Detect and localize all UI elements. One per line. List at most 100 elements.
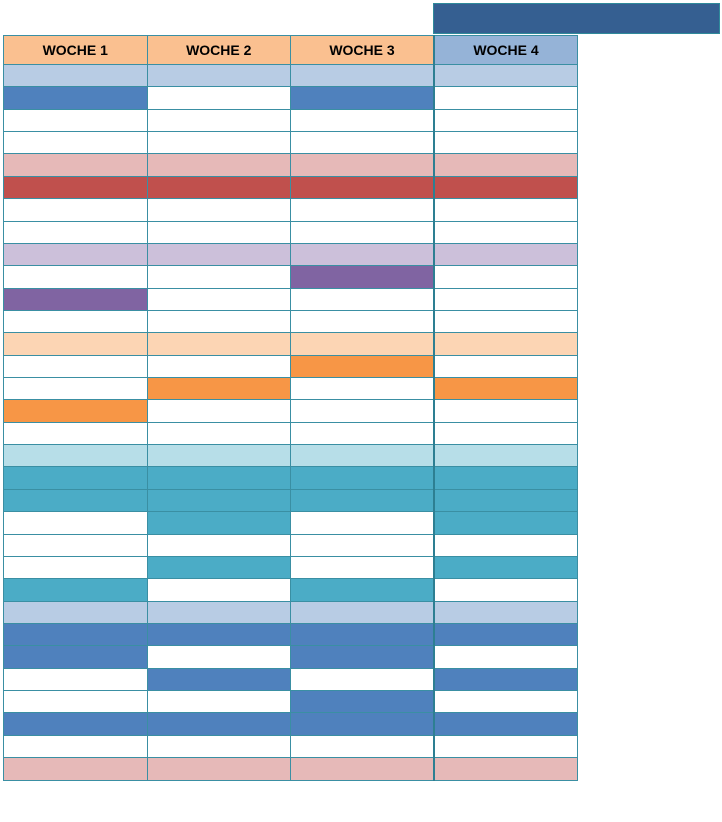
schedule-cell[interactable] [3, 578, 148, 602]
schedule-cell[interactable] [433, 421, 578, 446]
schedule-cell[interactable] [433, 578, 578, 602]
schedule-cell[interactable] [146, 86, 291, 110]
schedule-cell[interactable] [290, 86, 435, 110]
schedule-cell[interactable] [290, 175, 435, 200]
schedule-cell[interactable] [146, 332, 291, 356]
schedule-cell[interactable] [146, 511, 291, 535]
schedule-cell[interactable] [3, 421, 148, 446]
schedule-cell[interactable] [3, 198, 148, 222]
schedule-cell[interactable] [146, 287, 291, 311]
schedule-cell[interactable] [146, 354, 291, 379]
schedule-cell[interactable] [3, 220, 148, 244]
schedule-cell[interactable] [3, 511, 148, 535]
schedule-cell[interactable] [146, 421, 291, 446]
schedule-cell[interactable] [290, 712, 435, 736]
schedule-cell[interactable] [3, 600, 148, 624]
schedule-cell[interactable] [3, 377, 148, 401]
schedule-cell[interactable] [433, 466, 578, 490]
schedule-cell[interactable] [146, 63, 291, 88]
schedule-cell[interactable] [433, 600, 578, 624]
schedule-cell[interactable] [146, 690, 291, 714]
schedule-cell[interactable] [433, 309, 578, 334]
schedule-cell[interactable] [146, 466, 291, 490]
schedule-cell[interactable] [3, 444, 148, 468]
schedule-cell[interactable] [146, 667, 291, 692]
schedule-cell[interactable] [3, 265, 148, 289]
schedule-cell[interactable] [3, 466, 148, 490]
schedule-cell[interactable] [433, 220, 578, 244]
schedule-cell[interactable] [3, 63, 148, 88]
schedule-cell[interactable] [433, 354, 578, 379]
schedule-cell[interactable] [290, 220, 435, 244]
schedule-cell[interactable] [290, 242, 435, 267]
schedule-cell[interactable] [3, 712, 148, 736]
schedule-cell[interactable] [433, 734, 578, 759]
schedule-cell[interactable] [290, 757, 435, 781]
schedule-cell[interactable] [290, 399, 435, 423]
schedule-cell[interactable] [3, 153, 148, 177]
schedule-cell[interactable] [433, 533, 578, 557]
schedule-cell[interactable] [290, 690, 435, 714]
schedule-cell[interactable] [433, 555, 578, 580]
schedule-cell[interactable] [433, 511, 578, 535]
schedule-cell[interactable] [3, 690, 148, 714]
schedule-cell[interactable] [290, 421, 435, 446]
schedule-cell[interactable] [433, 242, 578, 267]
schedule-cell[interactable] [146, 533, 291, 557]
schedule-cell[interactable] [3, 645, 148, 669]
schedule-cell[interactable] [290, 131, 435, 155]
schedule-cell[interactable] [433, 175, 578, 200]
schedule-cell[interactable] [290, 511, 435, 535]
schedule-cell[interactable] [290, 63, 435, 88]
schedule-cell[interactable] [433, 108, 578, 133]
schedule-cell[interactable] [433, 690, 578, 714]
schedule-cell[interactable] [290, 377, 435, 401]
schedule-cell[interactable] [290, 153, 435, 177]
schedule-cell[interactable] [433, 287, 578, 311]
schedule-cell[interactable] [433, 63, 578, 88]
schedule-cell[interactable] [433, 399, 578, 423]
schedule-cell[interactable] [146, 265, 291, 289]
schedule-cell[interactable] [433, 488, 578, 513]
schedule-cell[interactable] [290, 108, 435, 133]
schedule-cell[interactable] [433, 198, 578, 222]
schedule-cell[interactable] [3, 622, 148, 647]
schedule-cell[interactable] [146, 734, 291, 759]
schedule-cell[interactable] [3, 488, 148, 513]
schedule-cell[interactable] [3, 131, 148, 155]
schedule-cell[interactable] [146, 555, 291, 580]
schedule-cell[interactable] [146, 488, 291, 513]
schedule-cell[interactable] [146, 399, 291, 423]
schedule-cell[interactable] [146, 712, 291, 736]
schedule-cell[interactable] [3, 175, 148, 200]
schedule-cell[interactable] [146, 220, 291, 244]
schedule-cell[interactable] [146, 377, 291, 401]
schedule-cell[interactable] [290, 667, 435, 692]
schedule-cell[interactable] [433, 757, 578, 781]
schedule-cell[interactable] [146, 242, 291, 267]
schedule-cell[interactable] [146, 578, 291, 602]
schedule-cell[interactable] [433, 86, 578, 110]
schedule-cell[interactable] [290, 555, 435, 580]
schedule-cell[interactable] [3, 667, 148, 692]
schedule-cell[interactable] [433, 377, 578, 401]
schedule-cell[interactable] [290, 488, 435, 513]
schedule-cell[interactable] [146, 444, 291, 468]
schedule-cell[interactable] [3, 86, 148, 110]
schedule-cell[interactable] [3, 734, 148, 759]
schedule-cell[interactable] [146, 309, 291, 334]
schedule-cell[interactable] [290, 287, 435, 311]
schedule-cell[interactable] [433, 265, 578, 289]
schedule-cell[interactable] [3, 108, 148, 133]
schedule-cell[interactable] [3, 399, 148, 423]
schedule-cell[interactable] [290, 444, 435, 468]
schedule-cell[interactable] [290, 466, 435, 490]
schedule-cell[interactable] [433, 667, 578, 692]
schedule-cell[interactable] [433, 712, 578, 736]
schedule-cell[interactable] [290, 600, 435, 624]
schedule-cell[interactable] [146, 131, 291, 155]
schedule-cell[interactable] [3, 757, 148, 781]
schedule-cell[interactable] [3, 242, 148, 267]
schedule-cell[interactable] [290, 533, 435, 557]
schedule-cell[interactable] [146, 757, 291, 781]
